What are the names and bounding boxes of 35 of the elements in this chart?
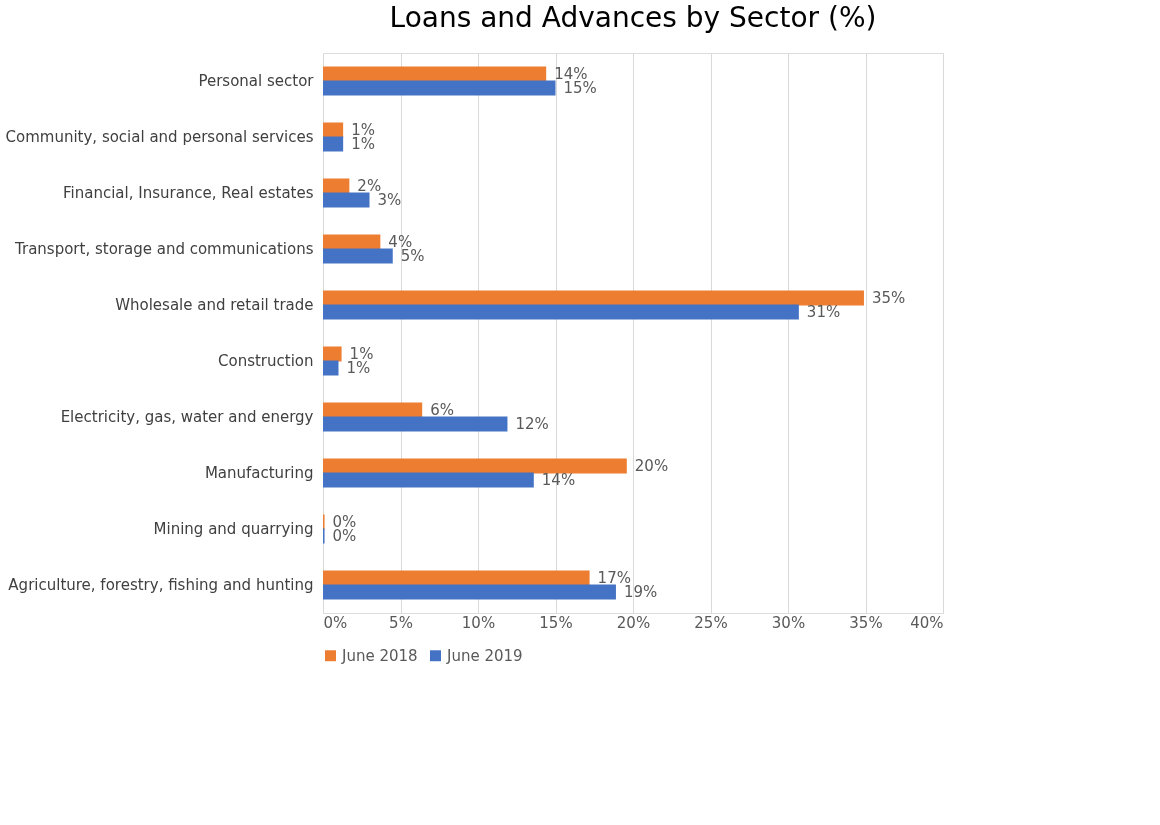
legend-label: June 2019	[446, 646, 523, 665]
x-tick-label: 10%	[461, 613, 496, 632]
y-tick-label: Agriculture, forestry, fishing and hunting	[8, 576, 314, 594]
data-label: 19%	[623, 583, 658, 601]
data-label: 35%	[871, 289, 906, 307]
y-tick-label: Mining and quarrying	[153, 520, 314, 538]
chart-title: Loans and Advances by Sector (%)	[389, 1, 877, 34]
x-tick-label: 5%	[389, 613, 413, 632]
data-label: 6%	[430, 401, 454, 419]
x-tick-label: 20%	[616, 613, 651, 632]
legend-label: June 2018	[341, 646, 418, 665]
y-tick-label: Construction	[217, 352, 314, 370]
data-label: 1%	[346, 359, 371, 377]
x-tick-label: 0%	[323, 613, 348, 632]
data-label: 14%	[541, 471, 576, 489]
x-tick-label: 25%	[694, 613, 728, 632]
y-tick-label: Financial, Insurance, Real estates	[63, 184, 314, 202]
y-tick-label: Community, social and personal services	[5, 128, 314, 146]
data-label: 31%	[806, 303, 841, 321]
y-tick-label: Personal sector	[198, 72, 315, 90]
y-tick-label: Electricity, gas, water and energy	[60, 408, 314, 426]
data-label: 0%	[332, 527, 357, 545]
x-tick-label: 35%	[849, 613, 883, 632]
data-label: 1%	[351, 135, 375, 153]
data-label: 15%	[563, 79, 597, 97]
x-tick-label: 40%	[910, 613, 944, 632]
x-tick-label: 30%	[771, 613, 806, 632]
y-tick-label: Manufacturing	[204, 464, 314, 482]
data-label: 5%	[400, 247, 425, 265]
x-tick-label: 15%	[539, 613, 573, 632]
y-tick-label: Wholesale and retail trade	[115, 296, 314, 314]
data-label: 3%	[377, 191, 402, 209]
data-label: 20%	[634, 457, 669, 475]
data-label: 12%	[515, 415, 549, 433]
y-tick-label: Transport, storage and communications	[14, 240, 314, 258]
